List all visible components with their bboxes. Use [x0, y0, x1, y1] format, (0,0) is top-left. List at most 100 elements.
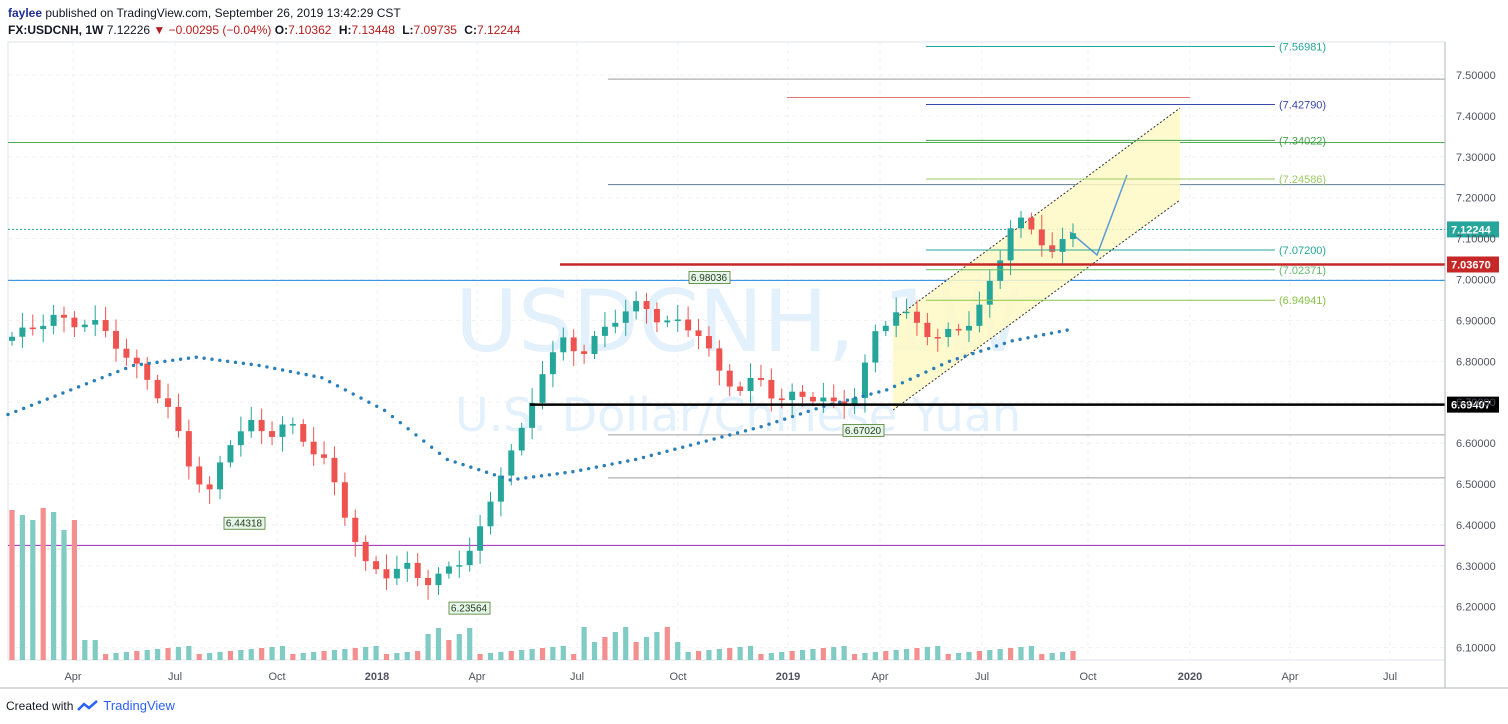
candle-body — [92, 320, 99, 325]
volume-bar — [103, 654, 109, 660]
volume-bar — [238, 650, 244, 660]
horizontal-lines — [8, 78, 1445, 546]
moving-average-dot — [367, 400, 371, 404]
volume-bar — [831, 647, 837, 660]
projection-path — [1069, 174, 1128, 257]
volume-bar — [862, 653, 868, 660]
moving-average-dot — [986, 346, 991, 351]
price-channel[interactable] — [892, 107, 1181, 411]
volume-bar — [217, 652, 223, 660]
published-text: published on TradingView.com, September … — [45, 6, 401, 20]
moving-average-dot — [759, 425, 763, 429]
time-tick-label: Apr — [871, 671, 888, 683]
volume-bar — [768, 653, 774, 660]
price-tick-label: 6.20000 — [1456, 602, 1496, 614]
volume-bar — [425, 634, 431, 660]
moving-average-dot — [492, 473, 497, 477]
plot-frame — [7, 41, 1446, 661]
publish-line: faylee published on TradingView.com, Sep… — [8, 5, 524, 22]
publisher-name[interactable]: faylee — [8, 6, 43, 20]
fib-label: (7.42790) — [1279, 99, 1326, 111]
tradingview-logo-icon — [77, 699, 99, 711]
time-axis[interactable]: Apr Jul Oct 2018 Apr Jul Oct 2019 Apr Jul Oct 2020 A… — [0, 671, 1508, 689]
price-tick-label: 6.50000 — [1456, 479, 1496, 491]
candle-body — [300, 424, 307, 442]
moving-average-dot — [76, 385, 81, 389]
moving-average-dot — [626, 459, 630, 463]
moving-average-dot — [579, 468, 583, 472]
volume-bar — [643, 637, 650, 660]
moving-average-dot — [453, 460, 457, 464]
volume-bar — [747, 646, 754, 660]
level-tag-label: 6.69407 — [1451, 400, 1491, 412]
volume-bar — [550, 647, 556, 660]
moving-average-dot — [916, 373, 920, 378]
moving-average-dot — [484, 470, 489, 474]
moving-average-dot — [37, 400, 42, 404]
volume-bar — [539, 648, 546, 660]
candle-body — [81, 324, 88, 328]
candle-body — [71, 317, 78, 328]
moving-average-dot — [790, 414, 795, 419]
candle-body — [997, 260, 1004, 281]
moving-average-dot — [84, 382, 89, 386]
moving-average-dot — [908, 377, 912, 381]
last-price: 7.12226 — [106, 23, 151, 37]
moving-average-dot — [414, 433, 418, 437]
moving-average-dot — [767, 422, 771, 426]
volume-bar — [789, 651, 795, 660]
moving-average-dot — [1057, 329, 1062, 334]
volume-bar — [30, 520, 36, 660]
volume-bar — [51, 512, 57, 660]
candle-body — [425, 577, 432, 586]
candle-body — [279, 424, 286, 437]
moving-average-dot — [853, 396, 858, 400]
volume-bar — [633, 642, 639, 660]
volume-bar — [1059, 652, 1066, 660]
volume-bar — [987, 650, 993, 660]
volume-bar — [352, 648, 358, 660]
candle-body — [653, 308, 660, 323]
price-tick-label: 7.40000 — [1456, 111, 1496, 123]
candle-body — [466, 550, 473, 566]
tradingview-brand[interactable]: TradingView — [103, 698, 175, 713]
moving-average-dot — [382, 408, 387, 413]
candle-body — [716, 348, 723, 371]
moving-average-dot — [335, 384, 340, 388]
volume-bar — [331, 650, 338, 660]
volume-bar — [123, 652, 130, 660]
volume-bar — [695, 651, 702, 660]
time-tick-label: Oct — [1079, 671, 1096, 683]
moving-average-dot — [257, 363, 261, 368]
moving-average-dot — [249, 362, 253, 367]
moving-average-dot — [649, 453, 654, 458]
price-axis[interactable]: 7.50000 7.40000 7.30000 7.20000 7.10000 7.000… — [1444, 42, 1496, 688]
candle-body — [685, 319, 692, 331]
volume-bar — [893, 650, 899, 660]
volume-bar — [810, 649, 816, 660]
moving-average-dot — [720, 435, 724, 439]
key-levels[interactable]: 7.03670 6.69407 7.12244 — [530, 221, 1499, 413]
volume-bar — [415, 651, 421, 660]
volume-bar — [675, 642, 681, 660]
candle-body — [965, 325, 972, 331]
moving-average-dot — [641, 455, 646, 460]
low-label: L: — [402, 23, 414, 37]
high-label: H: — [338, 23, 352, 37]
moving-average-dot — [359, 396, 363, 400]
level-tag — [1447, 396, 1499, 413]
candle-body — [1070, 233, 1076, 240]
volume-bar — [883, 651, 889, 660]
moving-average-dot — [320, 375, 324, 380]
candle-body — [217, 462, 224, 490]
candle-body — [237, 431, 244, 446]
volume-bar — [1049, 653, 1055, 660]
volume-bar — [19, 515, 26, 660]
candle-body — [19, 327, 26, 337]
moving-average-dot — [1034, 334, 1038, 338]
open-label: O: — [274, 23, 289, 37]
high-value: 7.13448 — [351, 23, 395, 37]
candle-body — [383, 569, 390, 579]
candle-body — [50, 314, 57, 326]
